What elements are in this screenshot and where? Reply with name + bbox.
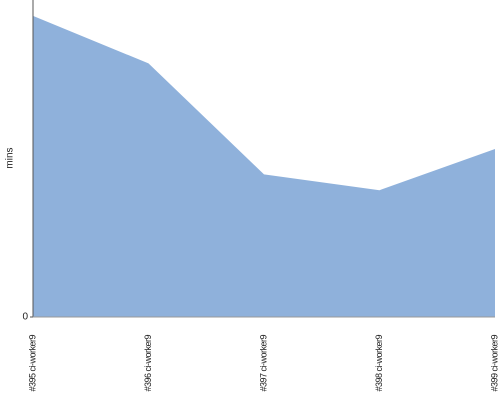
- x-tick-label: #395 ci-worker9: [27, 335, 37, 392]
- y-tick-label: 0: [22, 312, 28, 323]
- x-tick-label: #398 ci-worker9: [374, 335, 384, 392]
- y-axis-label: mins: [5, 147, 16, 168]
- x-tick-label: #397 ci-worker9: [258, 335, 268, 392]
- x-tick-label: #396 ci-worker9: [143, 335, 153, 392]
- area: [33, 15, 495, 317]
- x-tick-label: #399 ci-worker9: [489, 335, 499, 392]
